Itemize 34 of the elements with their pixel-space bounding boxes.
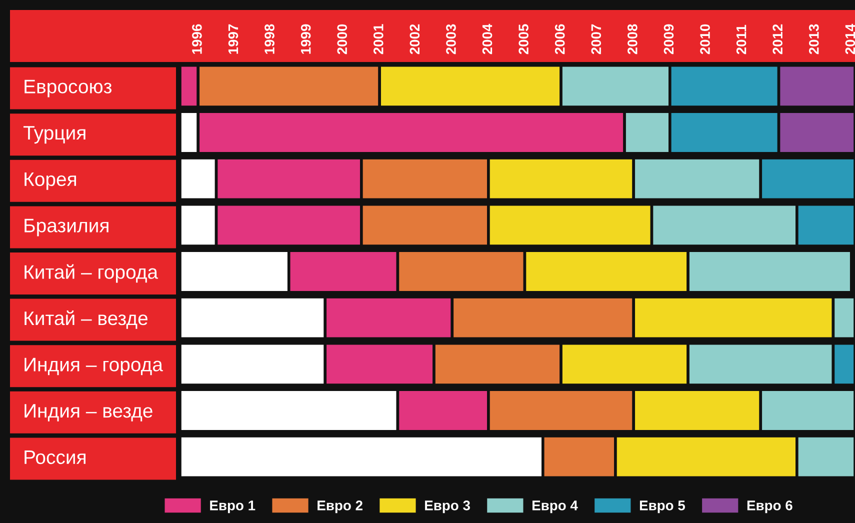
y-tick-label: Турция [23,126,86,144]
legend-label: Евро 1 [210,500,256,514]
legend-label: Евро 5 [640,500,686,514]
legend-label: Евро 3 [425,500,470,514]
legend-label: Евро 2 [318,500,362,514]
x-tick-label: 2008 [628,24,638,54]
x-tick-label: 2009 [664,24,674,54]
x-tick-label: 2004 [482,24,492,54]
y-tick-label: Китай – города [24,264,158,283]
x-tick-label: 2013 [808,24,819,54]
x-tick-label: 1996 [192,24,202,54]
x-tick-label: 2000 [337,24,348,54]
legend-label: Евро 4 [532,500,578,514]
y-tick-label: Индия – везде [24,404,152,422]
x-tick-label: 2014 [845,24,855,54]
x-tick-label: 2003 [446,24,456,54]
y-tick-label: Корея [24,172,76,190]
x-tick-label: 2005 [518,24,528,54]
y-tick-label: Индия – города [24,358,163,376]
y-tick-label: Россия [24,450,86,464]
x-tick-label: 2011 [736,24,746,54]
x-tick-label: 2001 [373,24,384,54]
x-tick-label: 1998 [264,24,274,54]
x-tick-label: 2002 [410,24,420,54]
x-tick-label: 1997 [228,24,238,54]
y-tick-label: Евросоюз [24,80,112,98]
x-tick-label: 1999 [300,24,311,54]
legend-label: Евро 6 [747,500,792,514]
x-tick-label: 2012 [772,24,783,54]
x-tick-label: 2007 [591,24,602,54]
x-tick-label: 2006 [554,24,565,54]
x-tick-label: 2010 [700,24,710,54]
y-tick-label: Китай – везде [24,310,148,329]
y-tick-label: Бразилия [24,218,108,236]
